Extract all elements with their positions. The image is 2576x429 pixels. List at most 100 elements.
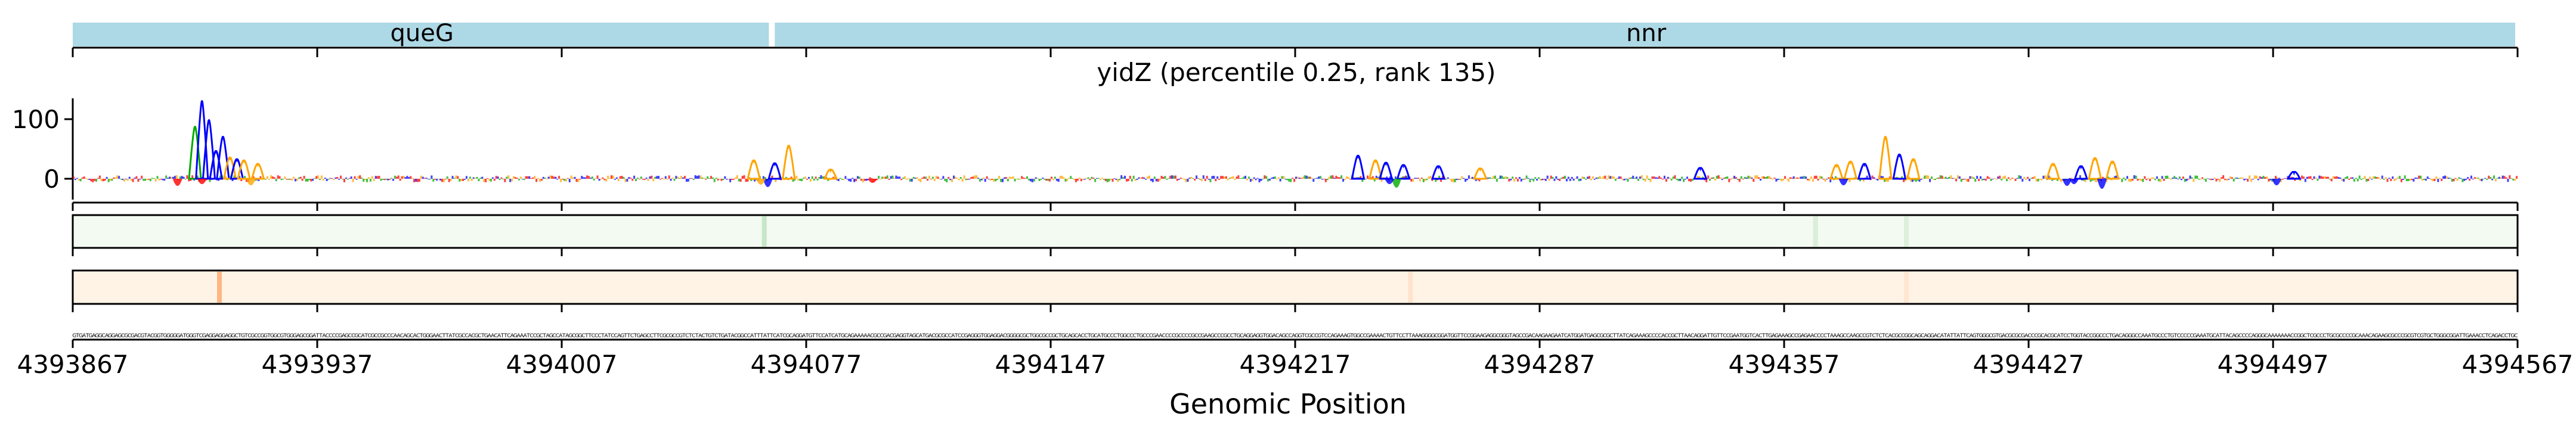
logo-noise xyxy=(146,179,148,181)
logo-noise xyxy=(2278,178,2280,179)
sequence-letter: C xyxy=(2293,333,2297,339)
sequence-letter: G xyxy=(1930,333,1934,339)
logo-noise xyxy=(652,179,655,182)
sequence-letter: C xyxy=(2342,333,2346,339)
logo-noise xyxy=(2266,176,2268,179)
logo-noise xyxy=(132,179,134,182)
sequence-letter: G xyxy=(153,333,157,339)
logo-noise xyxy=(130,179,132,181)
heatmap-cell xyxy=(1904,216,1909,247)
sequence-letter: G xyxy=(1998,333,2002,339)
logo-noise xyxy=(423,178,426,179)
sequence-letter: A xyxy=(863,333,868,339)
logo-noise xyxy=(2320,176,2323,179)
sequence-letter: T xyxy=(1405,333,1409,339)
sequence-letter: G xyxy=(111,333,115,339)
sequence-letter: T xyxy=(627,333,631,339)
heatmap-cell xyxy=(761,216,767,247)
sequence-letter: G xyxy=(1525,333,1529,339)
sequence-letter: A xyxy=(413,333,417,339)
logo-noise xyxy=(1047,179,1049,181)
logo-noise xyxy=(717,179,719,181)
sequence-letter: T xyxy=(1457,333,1461,339)
sequence-letter: G xyxy=(484,333,488,339)
logo-noise xyxy=(2442,176,2445,179)
sequence-letter: C xyxy=(2349,333,2352,339)
sequence-letter: C xyxy=(1048,333,1052,339)
sequence-letter: G xyxy=(679,333,683,339)
logo-noise xyxy=(1247,176,1250,179)
logo-noise xyxy=(989,179,992,181)
logo-noise xyxy=(1956,175,1959,179)
sequence-letter: C xyxy=(128,333,131,339)
logo-noise xyxy=(2116,175,2118,179)
sequence-letter: C xyxy=(880,333,884,339)
logo-noise xyxy=(399,179,401,181)
logo-noise xyxy=(352,179,354,182)
sequence-letter: T xyxy=(1748,333,1753,339)
logo-noise xyxy=(577,179,580,182)
logo-noise xyxy=(343,179,345,182)
sequence-letter: G xyxy=(1632,333,1636,339)
logo-noise xyxy=(2002,176,2005,179)
sequence-letter: T xyxy=(695,333,699,339)
sequence-letter: T xyxy=(237,333,242,339)
logo-noise xyxy=(884,176,887,179)
logo-noise xyxy=(902,178,905,179)
logo-noise xyxy=(2503,176,2506,179)
sequence-letter: A xyxy=(1733,333,1737,339)
sequence-letter: A xyxy=(1693,333,1698,339)
sequence-letter: A xyxy=(1486,333,1490,339)
logo-noise xyxy=(621,176,623,179)
logo-noise xyxy=(1295,176,1297,179)
logo-noise xyxy=(2224,179,2226,181)
logo-noise xyxy=(2325,176,2327,179)
logo-noise xyxy=(609,178,611,179)
sequence-letter: A xyxy=(919,333,923,339)
logo-noise xyxy=(959,177,962,179)
logo-noise xyxy=(1960,179,1962,182)
sequence-letter: T xyxy=(905,333,909,339)
sequence-letter: C xyxy=(1609,333,1613,339)
logo-noise xyxy=(993,179,995,182)
sequence-letter: G xyxy=(2439,333,2444,339)
logo-noise xyxy=(1164,176,1166,179)
sequence-letter: A xyxy=(1807,333,1812,339)
logo-noise xyxy=(1800,176,1802,179)
logo-noise xyxy=(413,179,416,182)
sequence-letter: C xyxy=(387,333,391,339)
logo-noise xyxy=(100,179,103,182)
sequence-letter: A xyxy=(510,333,515,339)
logo-noise xyxy=(137,179,140,182)
logo-noise xyxy=(1764,177,1767,179)
logo-noise xyxy=(153,178,155,179)
logo-noise xyxy=(1410,179,1413,182)
sequence-letter: A xyxy=(951,333,955,339)
sequence-letter: C xyxy=(478,333,481,339)
sequence-letter: T xyxy=(1116,333,1120,339)
logo-noise xyxy=(2178,176,2181,179)
logo-noise xyxy=(1781,179,1783,182)
logo-noise xyxy=(2366,179,2368,182)
logo-dip xyxy=(1385,179,1395,184)
sequence-letter: C xyxy=(2238,333,2242,339)
logo-noise xyxy=(1007,179,1009,182)
logo-noise xyxy=(2189,175,2191,179)
sequence-letter: C xyxy=(2323,333,2326,339)
sequence-letter: G xyxy=(964,333,968,339)
logo-noise xyxy=(171,176,172,179)
logo-peak xyxy=(1396,164,1411,180)
sequence-letter: C xyxy=(1019,333,1023,339)
logo-noise xyxy=(2011,178,2013,179)
logo-noise xyxy=(1138,177,1140,179)
sequence-letter: C xyxy=(2183,333,2187,339)
logo-noise xyxy=(2381,175,2383,179)
heatmap-cell xyxy=(217,272,222,303)
sequence-letter: C xyxy=(1110,333,1114,339)
sequence-letter: A xyxy=(1837,333,1841,339)
sequence-letter: A xyxy=(834,333,838,339)
sequence-letter: C xyxy=(358,333,361,339)
sequence-letter: T xyxy=(1301,333,1305,339)
logo-noise xyxy=(654,176,657,179)
logo-noise xyxy=(2346,176,2348,179)
